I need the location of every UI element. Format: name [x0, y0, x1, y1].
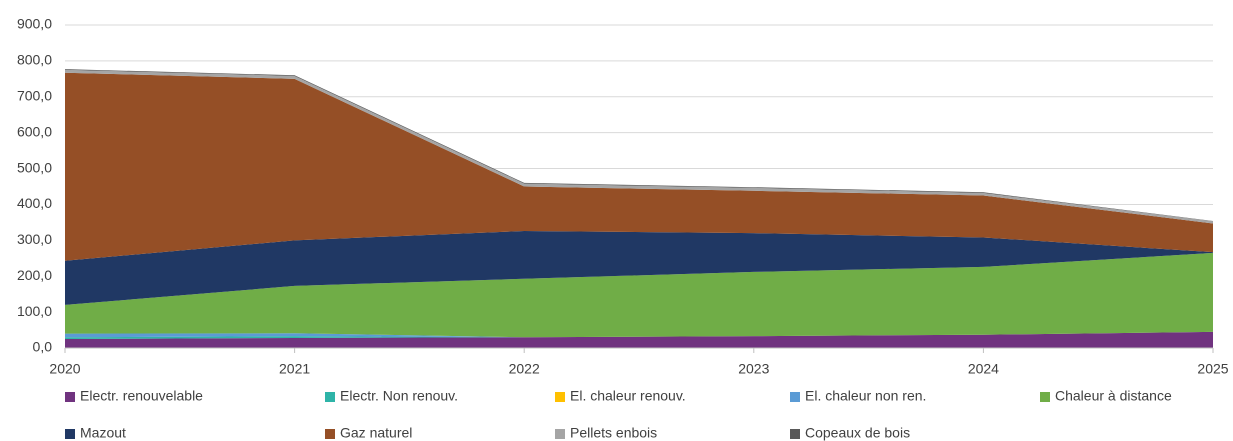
y-tick-label: 600,0 [17, 123, 52, 139]
x-tick-label: 2024 [968, 361, 999, 377]
y-tick-label: 0,0 [33, 339, 53, 355]
legend-label: El. chaleur non ren. [805, 388, 926, 404]
legend-swatch [555, 392, 565, 402]
x-tick-label: 2025 [1197, 361, 1228, 377]
area [65, 331, 1213, 348]
legend-swatch [1040, 392, 1050, 402]
legend-label: El. chaleur renouv. [570, 388, 686, 404]
legend-label: Electr. renouvelable [80, 388, 203, 404]
x-tick-label: 2022 [509, 361, 540, 377]
y-tick-label: 800,0 [17, 52, 52, 68]
y-tick-label: 500,0 [17, 159, 52, 175]
area [65, 69, 1213, 224]
y-tick-label: 200,0 [17, 267, 52, 283]
x-tick-label: 2021 [279, 361, 310, 377]
area [65, 72, 1213, 261]
legend-label: Pellets enbois [570, 425, 657, 441]
x-tick-label: 2020 [49, 361, 80, 377]
area [65, 331, 1213, 338]
y-tick-label: 900,0 [17, 16, 52, 32]
legend-label: Chaleur à distance [1055, 388, 1172, 404]
area [65, 252, 1213, 338]
legend-swatch [790, 429, 800, 439]
y-tick-label: 100,0 [17, 303, 52, 319]
legend-swatch [555, 429, 565, 439]
legend-label: Gaz naturel [340, 425, 412, 441]
legend-label: Copeaux de bois [805, 425, 910, 441]
legend-swatch [790, 392, 800, 402]
legend-swatch [325, 429, 335, 439]
x-tick-label: 2023 [738, 361, 769, 377]
area [65, 231, 1213, 305]
legend-label: Electr. Non renouv. [340, 388, 458, 404]
legend-swatch [65, 392, 75, 402]
legend-label: Mazout [80, 425, 126, 441]
y-tick-label: 400,0 [17, 195, 52, 211]
legend-swatch [325, 392, 335, 402]
y-tick-label: 700,0 [17, 87, 52, 103]
legend-swatch [65, 429, 75, 439]
y-tick-label: 300,0 [17, 231, 52, 247]
area [65, 331, 1213, 340]
